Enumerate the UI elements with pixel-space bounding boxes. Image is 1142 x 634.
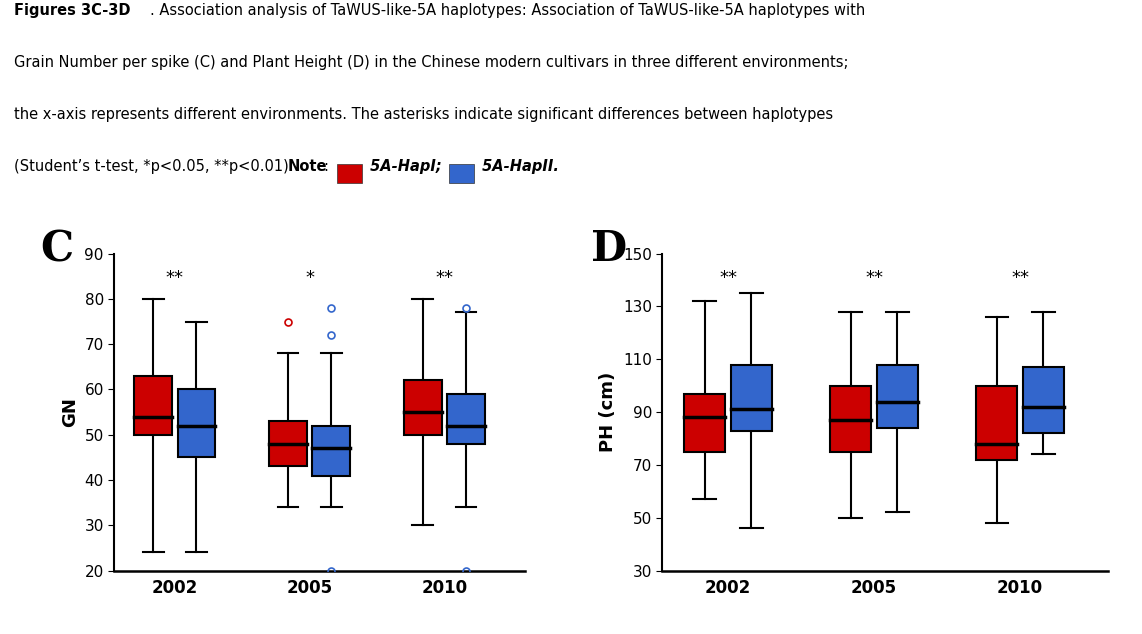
Text: **: ** bbox=[719, 269, 737, 287]
Bar bbox=[1023, 367, 1064, 433]
Bar bbox=[684, 394, 725, 451]
Text: 5A-HapI;: 5A-HapI; bbox=[365, 159, 442, 174]
Text: **: ** bbox=[166, 269, 184, 287]
Text: :: : bbox=[323, 159, 328, 174]
Text: Figures 3C-3D: Figures 3C-3D bbox=[14, 3, 130, 18]
Text: *: * bbox=[305, 269, 314, 287]
Bar bbox=[177, 389, 216, 457]
Text: C: C bbox=[40, 228, 73, 270]
Text: the x-axis represents different environments. The asterisks indicate significant: the x-axis represents different environm… bbox=[14, 107, 833, 122]
Bar bbox=[404, 380, 442, 435]
Text: (Student’s t-test, *p<0.05, **p<0.01).: (Student’s t-test, *p<0.05, **p<0.01). bbox=[14, 159, 298, 174]
Bar bbox=[976, 385, 1018, 460]
Bar bbox=[830, 385, 871, 451]
Bar bbox=[270, 421, 307, 467]
Text: Grain Number per spike (C) and Plant Height (D) in the Chinese modern cultivars : Grain Number per spike (C) and Plant Hei… bbox=[14, 55, 849, 70]
Text: D: D bbox=[592, 228, 627, 270]
Bar bbox=[313, 425, 351, 476]
Y-axis label: GN: GN bbox=[61, 397, 79, 427]
Y-axis label: PH (cm): PH (cm) bbox=[600, 372, 618, 452]
Bar bbox=[877, 365, 918, 428]
Text: . Association analysis of TaWUS-like-5A haplotypes: Association of TaWUS-like-5A: . Association analysis of TaWUS-like-5A … bbox=[150, 3, 864, 18]
Text: **: ** bbox=[866, 269, 883, 287]
Text: Note: Note bbox=[288, 159, 328, 174]
Text: **: ** bbox=[435, 269, 453, 287]
Bar bbox=[135, 376, 172, 435]
Text: 5A-HapII.: 5A-HapII. bbox=[477, 159, 560, 174]
Text: **: ** bbox=[1011, 269, 1029, 287]
Bar bbox=[731, 365, 772, 430]
Bar bbox=[448, 394, 485, 444]
